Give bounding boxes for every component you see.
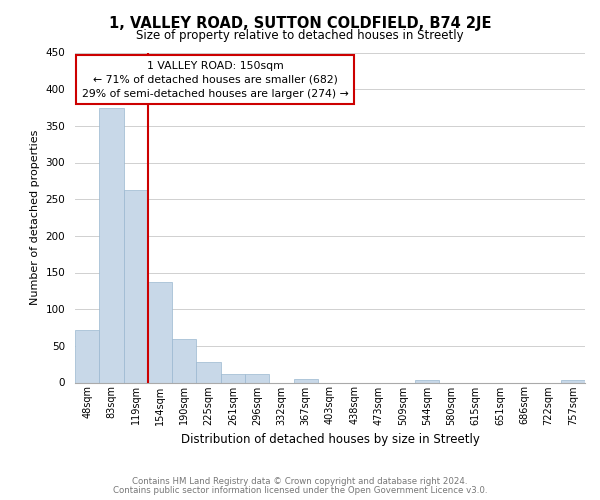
Text: Contains HM Land Registry data © Crown copyright and database right 2024.: Contains HM Land Registry data © Crown c… bbox=[132, 477, 468, 486]
Text: Size of property relative to detached houses in Streetly: Size of property relative to detached ho… bbox=[136, 29, 464, 42]
Bar bbox=[561, 380, 585, 382]
Text: 1, VALLEY ROAD, SUTTON COLDFIELD, B74 2JE: 1, VALLEY ROAD, SUTTON COLDFIELD, B74 2J… bbox=[109, 16, 491, 31]
Bar bbox=[172, 338, 196, 382]
Bar bbox=[293, 379, 318, 382]
Bar bbox=[221, 374, 245, 382]
Bar bbox=[99, 108, 124, 382]
Bar bbox=[75, 330, 99, 382]
Bar bbox=[245, 374, 269, 382]
Text: Contains public sector information licensed under the Open Government Licence v3: Contains public sector information licen… bbox=[113, 486, 487, 495]
X-axis label: Distribution of detached houses by size in Streetly: Distribution of detached houses by size … bbox=[181, 433, 479, 446]
Bar bbox=[415, 380, 439, 382]
Text: 1 VALLEY ROAD: 150sqm
← 71% of detached houses are smaller (682)
29% of semi-det: 1 VALLEY ROAD: 150sqm ← 71% of detached … bbox=[82, 60, 349, 99]
Y-axis label: Number of detached properties: Number of detached properties bbox=[30, 130, 40, 305]
Bar bbox=[148, 282, 172, 382]
Bar bbox=[196, 362, 221, 382]
Bar bbox=[124, 190, 148, 382]
